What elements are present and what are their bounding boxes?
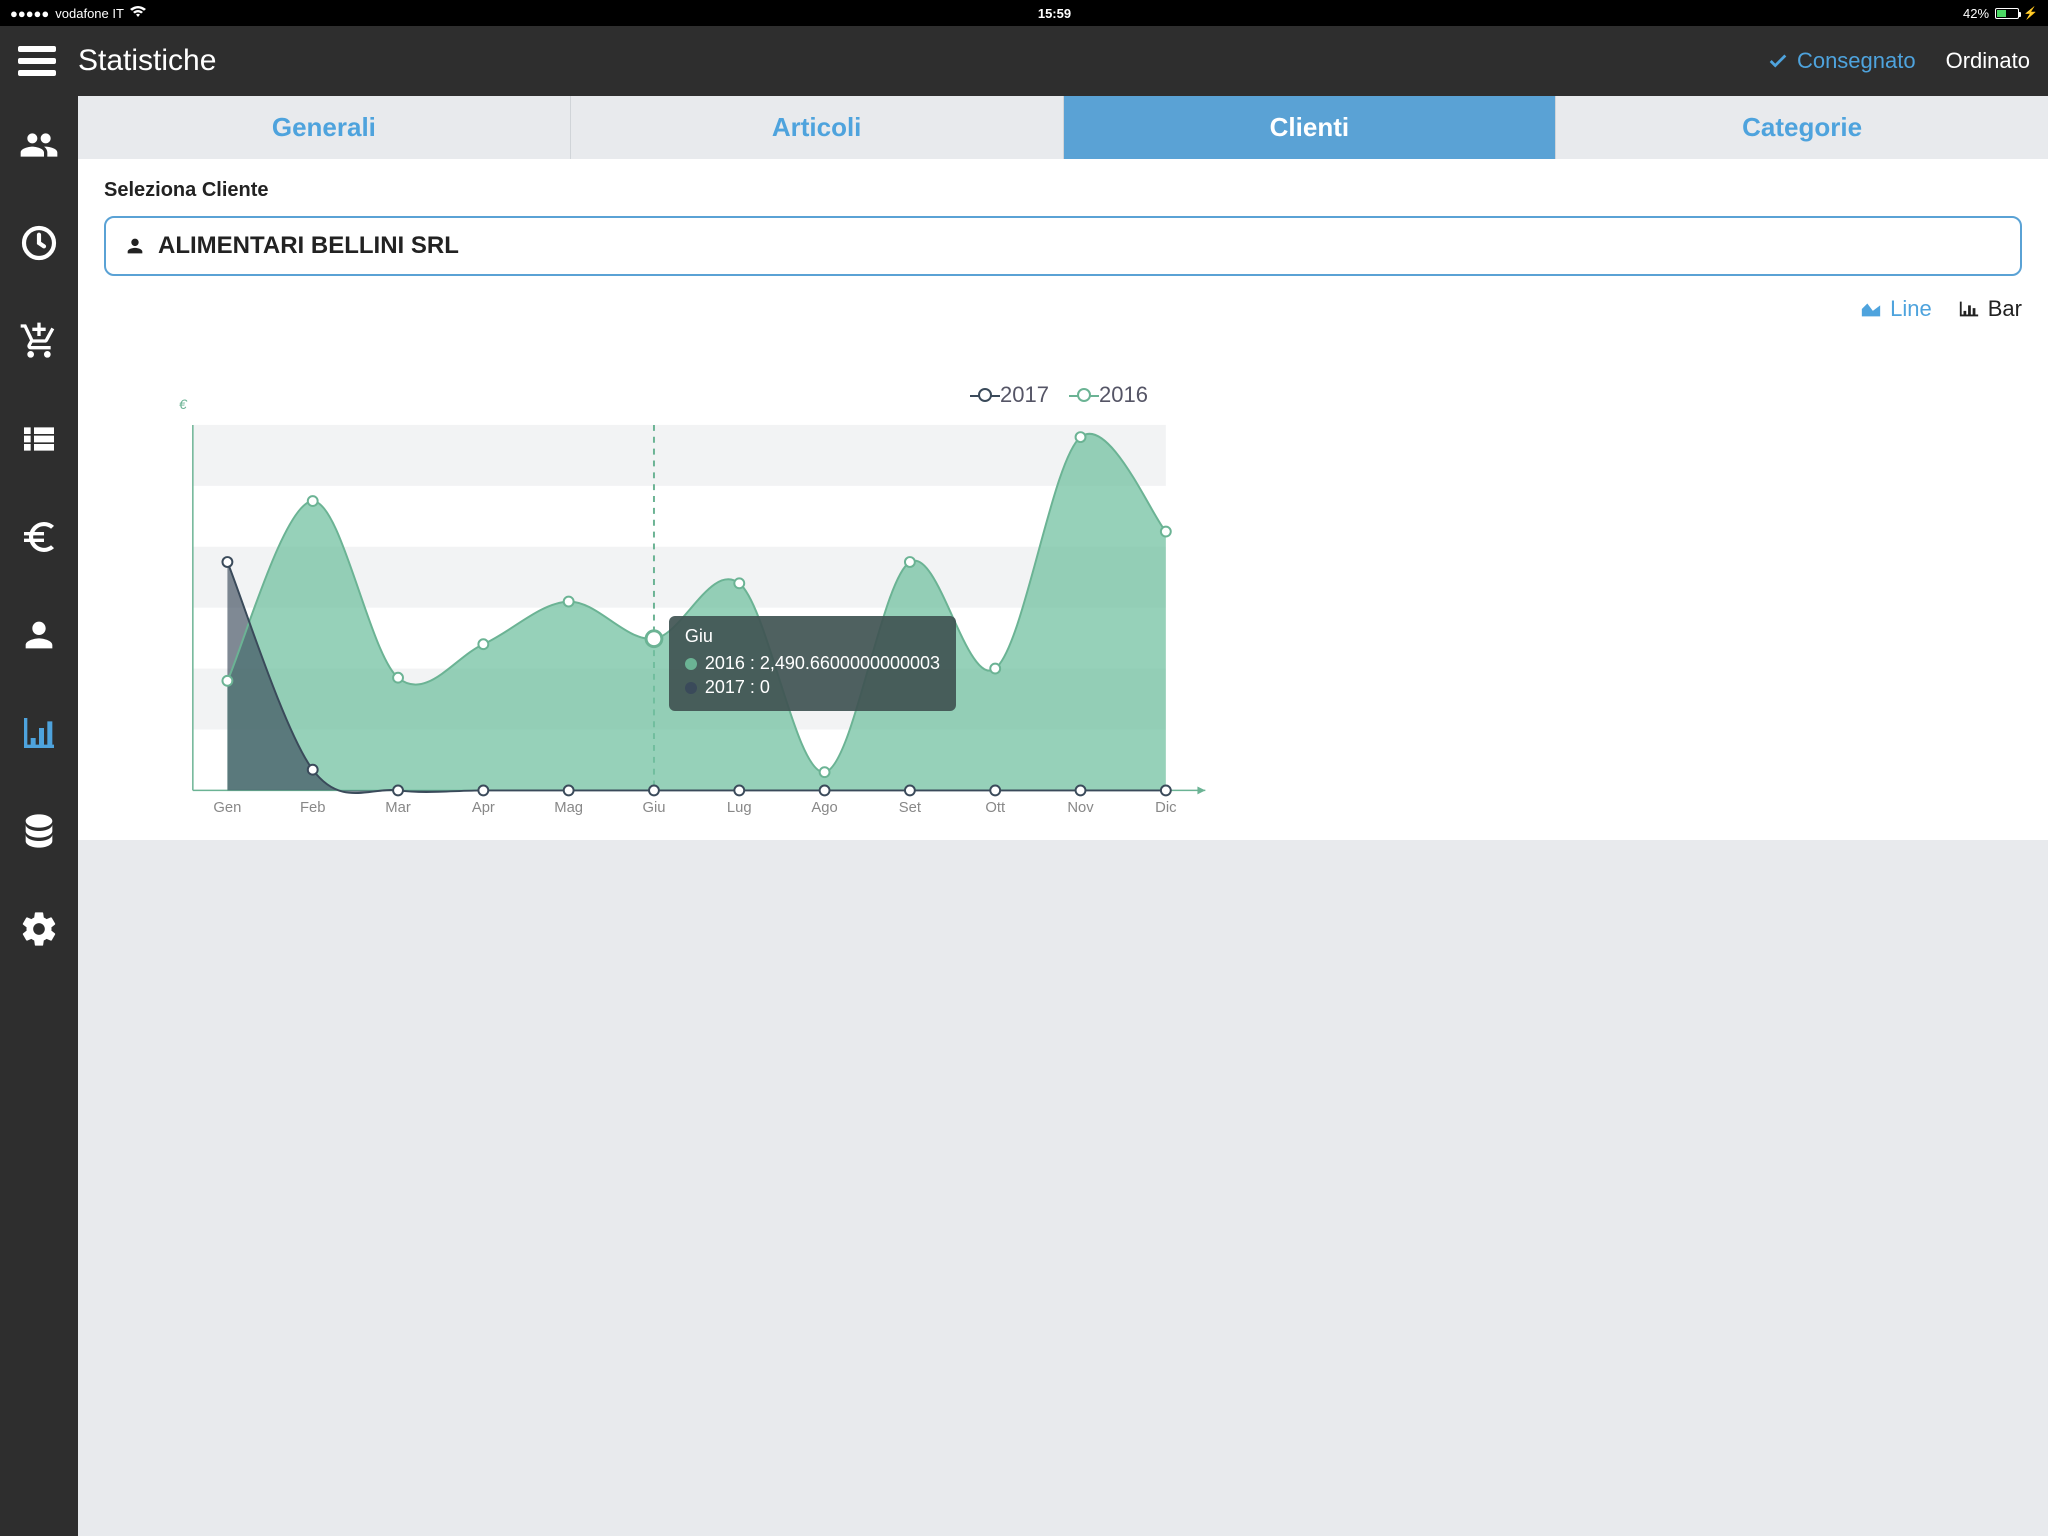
selected-client-value: ALIMENTARI BELLINI SRL: [158, 232, 459, 260]
line-toggle-label: Line: [1890, 296, 1932, 322]
delivered-toggle[interactable]: Consegnato: [1767, 48, 1916, 74]
sidebar-item-database[interactable]: [0, 782, 78, 880]
app-header: Statistiche Consegnato Ordinato: [0, 26, 2048, 96]
svg-text:Lug: Lug: [727, 800, 752, 816]
ordered-toggle[interactable]: Ordinato: [1946, 48, 2030, 74]
svg-text:Nov: Nov: [1067, 800, 1094, 816]
sidebar-item-settings[interactable]: [0, 880, 78, 978]
signal-dots-icon: ●●●●●: [10, 6, 49, 21]
user-icon: [124, 235, 146, 257]
status-bar: ●●●●● vodafone IT 15:59 42% ⚡: [0, 0, 2048, 26]
tab-clienti[interactable]: Clienti: [1064, 96, 1557, 159]
sidebar-item-pricing[interactable]: [0, 488, 78, 586]
svg-text:Mag: Mag: [554, 800, 583, 816]
svg-text:Apr: Apr: [472, 800, 495, 816]
select-client-label: Seleziona Cliente: [104, 179, 2022, 202]
tab-generali[interactable]: Generali: [78, 96, 571, 159]
bar-chart-icon: [1958, 299, 1980, 319]
clock: 15:59: [146, 6, 1963, 21]
sidebar-item-user[interactable]: [0, 586, 78, 684]
gears-icon: [19, 909, 59, 949]
user-icon: [19, 615, 59, 655]
clock-icon: [19, 223, 59, 263]
svg-text:Mar: Mar: [385, 800, 411, 816]
y-axis-unit: €: [179, 396, 187, 412]
sidebar-item-clients[interactable]: [0, 96, 78, 194]
chart-toggle-line[interactable]: Line: [1860, 296, 1932, 322]
bar-chart-icon: [19, 713, 59, 753]
area-chart-icon: [1860, 299, 1882, 319]
svg-text:Set: Set: [899, 800, 921, 816]
client-select-card: Seleziona Cliente ALIMENTARI BELLINI SRL…: [78, 159, 2048, 352]
tooltip-value: 2016 : 2,490.6600000000003: [705, 653, 940, 674]
chart-tooltip: Giu 2016 : 2,490.6600000000003 2017 : 0: [669, 616, 956, 711]
tab-articoli[interactable]: Articoli: [571, 96, 1064, 159]
cart-plus-icon: [19, 321, 59, 361]
page-title: Statistiche: [78, 44, 1767, 78]
sidebar-item-cart[interactable]: [0, 292, 78, 390]
legend-2016-label: 2016: [1099, 382, 1148, 408]
legend-2016[interactable]: .legend-item:nth-child(2) .legend-marker…: [1077, 382, 1148, 408]
sidebar: [0, 96, 78, 1536]
sidebar-item-list[interactable]: [0, 390, 78, 488]
list-icon: [19, 419, 59, 459]
users-icon: [19, 125, 59, 165]
sidebar-item-history[interactable]: [0, 194, 78, 292]
tooltip-value: 2017 : 0: [705, 677, 770, 698]
svg-text:Ago: Ago: [811, 800, 837, 816]
svg-text:Gen: Gen: [213, 800, 241, 816]
tooltip-row: 2016 : 2,490.6600000000003: [685, 653, 940, 674]
wifi-icon: [130, 6, 146, 21]
menu-button[interactable]: [18, 46, 56, 76]
chart-toggle-bar[interactable]: Bar: [1958, 296, 2022, 322]
chart-area[interactable]: € 0 >1,000 >2,000 >3,000 >4,000 >5,000 >…: [184, 420, 2002, 830]
svg-text:Ott: Ott: [985, 800, 1005, 816]
svg-text:Dic: Dic: [1155, 800, 1177, 816]
chart-legend: .legend-item:nth-child(1) .legend-marker…: [104, 382, 2022, 408]
tooltip-row: 2017 : 0: [685, 677, 940, 698]
stats-tabs: Generali Articoli Clienti Categorie: [78, 96, 2048, 159]
chart-panel: .legend-item:nth-child(1) .legend-marker…: [78, 352, 2048, 840]
delivered-label: Consegnato: [1797, 48, 1916, 74]
svg-text:Giu: Giu: [642, 800, 665, 816]
tooltip-title: Giu: [685, 626, 940, 647]
battery-icon: [1995, 8, 2019, 19]
charging-icon: ⚡: [2023, 6, 2038, 20]
tooltip-dot-icon: [685, 682, 697, 694]
svg-text:Feb: Feb: [300, 800, 325, 816]
carrier-label: vodafone IT: [55, 6, 124, 21]
battery-percent: 42%: [1963, 6, 1989, 21]
euro-icon: [19, 517, 59, 557]
main-content: Generali Articoli Clienti Categorie Sele…: [78, 96, 2048, 1536]
client-selector[interactable]: ALIMENTARI BELLINI SRL: [104, 216, 2022, 276]
bar-toggle-label: Bar: [1988, 296, 2022, 322]
check-icon: [1767, 50, 1789, 72]
ordered-label: Ordinato: [1946, 48, 2030, 74]
legend-2017-label: 2017: [1000, 382, 1049, 408]
tooltip-dot-icon: [685, 658, 697, 670]
sidebar-item-stats[interactable]: [0, 684, 78, 782]
tab-categorie[interactable]: Categorie: [1556, 96, 2048, 159]
legend-2017[interactable]: .legend-item:nth-child(1) .legend-marker…: [978, 382, 1049, 408]
database-icon: [19, 811, 59, 851]
